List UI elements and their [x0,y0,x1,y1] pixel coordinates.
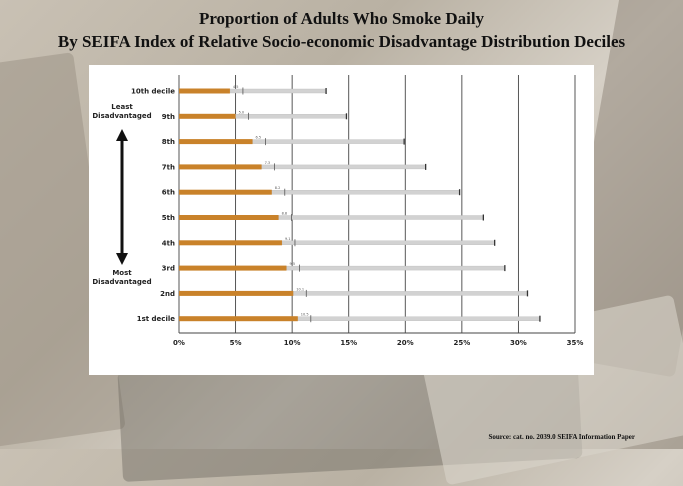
bar [179,139,253,145]
ci-tail-bar [271,189,460,195]
source-note: Source: cat. no. 2039.0 SEIFA Informatio… [488,433,635,441]
x-tick-label: 10% [284,339,301,347]
bar [179,164,262,170]
value-label: 8.2 [275,186,281,190]
annotation-least-disadvantaged: Least Disadvantaged [92,103,151,120]
category-label: 10th decile [131,88,175,96]
ci-tail-bar [229,88,327,94]
ci-tail-bar [286,265,506,271]
bar [179,215,279,220]
annotation-arrow-head-up [116,129,128,141]
category-label: 7th [162,163,175,171]
bar [179,265,287,271]
category-label: 2nd [160,290,175,298]
x-tick-label: 25% [453,339,470,347]
chart-subtitle: By SEIFA Index of Relative Socio-economi… [57,32,626,51]
value-label: 9.1 [285,237,291,241]
ci-tail-bar [297,316,541,321]
annotation-arrow-head-down [116,253,128,265]
value-label: 4.5 [233,85,239,89]
bar [179,88,230,94]
annotation-word: Least [111,103,133,111]
annotation-word: Disadvantaged [92,278,151,286]
ci-tail-bar [261,164,426,170]
value-label: 6.5 [256,136,262,140]
value-label: 9.5 [289,262,295,266]
chart-panel: 0% 5% 10% 15% 20% 25% 30% 35% 10th decile 4.5 9th 5… [89,65,594,375]
bar-chart: 0% 5% 10% 15% 20% 25% 30% 35% 10th decile 4.5 9th 5… [92,75,584,347]
bar [179,290,294,296]
bar [179,316,298,322]
ci-tail-bar [235,114,347,119]
value-label: 10.5 [301,313,309,317]
x-tick-label: 20% [397,339,414,347]
x-tick-label: 30% [510,339,527,347]
bar [179,240,282,246]
category-label: 1st decile [137,315,176,323]
x-tick-label: 0% [173,339,185,347]
category-label: 8th [162,138,175,146]
ci-tail-bar [281,240,495,246]
category-label: 3rd [162,265,175,273]
value-label: 8.8 [282,212,288,216]
bar [179,113,236,119]
ci-tail-bar [278,215,484,220]
value-label: 10.1 [296,287,304,291]
category-label: 4th [162,239,175,247]
chart-title: Proportion of Adults Who Smoke Daily [198,9,485,28]
value-label: 5.0 [239,110,245,114]
category-label: 5th [162,214,175,222]
x-tick-label: 5% [230,339,242,347]
category-label: 9th [162,113,175,121]
ci-tail-bar [252,139,405,144]
x-tick-label: 35% [567,339,584,347]
category-label: 6th [162,189,175,197]
ci-tail-bar [293,291,528,296]
x-tick-label: 15% [340,339,357,347]
annotation-word: Most [112,269,132,277]
bar [179,189,272,195]
value-label: 7.3 [265,161,271,165]
annotation-most-disadvantaged: Most Disadvantaged [92,269,151,286]
annotation-word: Disadvantaged [92,112,151,120]
